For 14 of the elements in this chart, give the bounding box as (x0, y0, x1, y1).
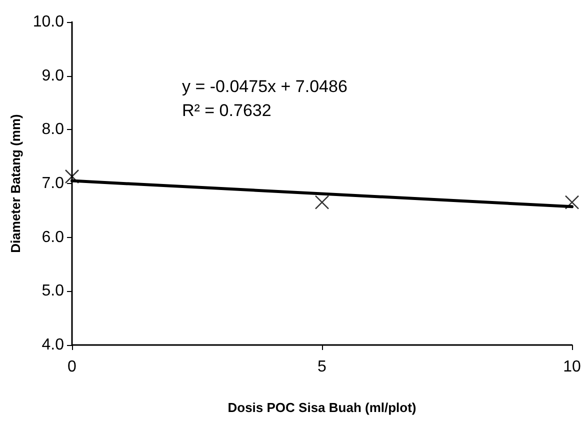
y-tick-label: 6.0 (42, 228, 64, 246)
x-tick-label: 0 (68, 358, 77, 376)
y-tick-label: 8.0 (42, 121, 64, 138)
y-tick-label: 7.0 (42, 175, 64, 192)
x-tick-label: 5 (318, 358, 327, 376)
y-tick-label: 9.0 (42, 67, 64, 84)
y-tick-label: 5.0 (42, 282, 64, 300)
x-axis-title: Dosis POC Sisa Buah (ml/plot) (228, 400, 416, 415)
x-tick-label: 10 (563, 358, 581, 376)
y-axis-title: Diameter Batang (mm) (8, 114, 23, 253)
annotation: R² = 0.7632 (182, 101, 272, 120)
y-tick-label: 4.0 (42, 336, 64, 354)
annotation: y = -0.0475x + 7.0486 (182, 77, 348, 96)
y-tick-label: 10.0 (32, 14, 64, 30)
